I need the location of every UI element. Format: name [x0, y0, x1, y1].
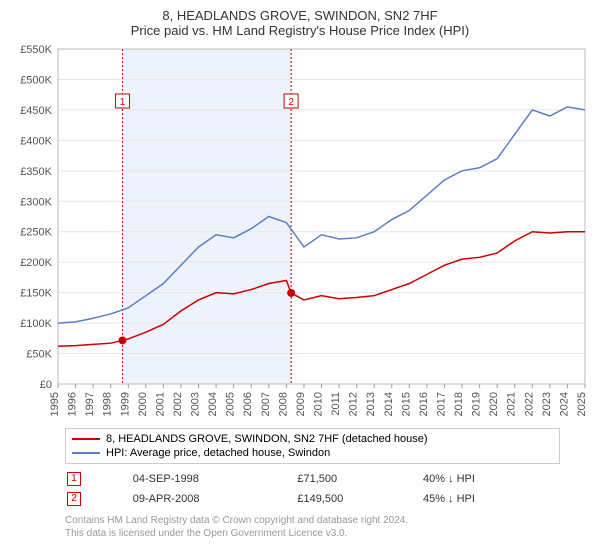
svg-text:£100K: £100K	[20, 318, 52, 330]
svg-text:2020: 2020	[488, 392, 500, 416]
svg-text:2003: 2003	[190, 392, 202, 416]
svg-text:2025: 2025	[576, 392, 588, 416]
title-address: 8, HEADLANDS GROVE, SWINDON, SN2 7HF	[10, 8, 590, 23]
marker-badge: 1	[67, 472, 81, 486]
svg-text:£550K: £550K	[20, 44, 52, 56]
svg-text:1998: 1998	[102, 392, 114, 416]
svg-text:2016: 2016	[418, 392, 430, 416]
marker-price: £149,500	[297, 490, 421, 508]
footnote-line1: Contains HM Land Registry data © Crown c…	[65, 514, 560, 527]
svg-text:1997: 1997	[84, 392, 96, 416]
sale-markers-table: 1 04-SEP-1998£71,50040% ↓ HPI 2 09-APR-2008…	[65, 468, 560, 510]
marker-badge: 2	[67, 492, 81, 506]
marker-price: £71,500	[297, 470, 421, 488]
marker-date: 09-APR-2008	[133, 490, 296, 508]
legend-row: HPI: Average price, detached house, Swin…	[72, 446, 553, 460]
legend-swatch	[72, 438, 100, 440]
svg-text:2004: 2004	[207, 392, 219, 416]
svg-text:2011: 2011	[330, 392, 342, 416]
svg-text:£500K: £500K	[20, 74, 52, 86]
marker-delta: 45% ↓ HPI	[423, 490, 558, 508]
legend-label: 8, HEADLANDS GROVE, SWINDON, SN2 7HF (de…	[106, 433, 428, 445]
svg-text:2013: 2013	[365, 392, 377, 416]
footnote-line2: This data is licensed under the Open Gov…	[65, 527, 560, 540]
svg-text:2010: 2010	[313, 392, 325, 416]
svg-text:2014: 2014	[383, 392, 395, 416]
title-subtitle: Price paid vs. HM Land Registry's House …	[10, 23, 590, 38]
svg-text:1995: 1995	[49, 392, 61, 416]
svg-text:£0: £0	[40, 379, 52, 391]
svg-text:2000: 2000	[137, 392, 149, 416]
svg-text:1996: 1996	[67, 392, 79, 416]
legend-row: 8, HEADLANDS GROVE, SWINDON, SN2 7HF (de…	[72, 432, 553, 446]
footnote: Contains HM Land Registry data © Crown c…	[65, 514, 560, 540]
svg-text:2023: 2023	[541, 392, 553, 416]
svg-text:2005: 2005	[225, 392, 237, 416]
svg-text:2024: 2024	[558, 392, 570, 416]
svg-text:2009: 2009	[295, 392, 307, 416]
marker-date: 04-SEP-1998	[133, 470, 296, 488]
svg-text:2006: 2006	[242, 392, 254, 416]
svg-text:£50K: £50K	[26, 349, 52, 361]
price-chart: £0 £50K £100K £150K £200K £250K £300K £350K £400…	[10, 44, 590, 424]
svg-text:£150K: £150K	[20, 288, 52, 300]
marker-delta: 40% ↓ HPI	[423, 470, 558, 488]
svg-text:2012: 2012	[348, 392, 360, 416]
svg-text:2001: 2001	[154, 392, 166, 416]
svg-text:2002: 2002	[172, 392, 184, 416]
marker-row: 2 09-APR-2008£149,50045% ↓ HPI	[67, 490, 558, 508]
svg-text:2007: 2007	[260, 392, 272, 416]
marker-row: 1 04-SEP-1998£71,50040% ↓ HPI	[67, 470, 558, 488]
svg-text:2018: 2018	[453, 392, 465, 416]
svg-text:£200K: £200K	[20, 257, 52, 269]
svg-text:1: 1	[120, 97, 126, 108]
svg-text:£350K: £350K	[20, 166, 52, 178]
svg-text:£400K: £400K	[20, 135, 52, 147]
svg-text:£250K: £250K	[20, 227, 52, 239]
svg-text:£450K: £450K	[20, 105, 52, 117]
legend: 8, HEADLANDS GROVE, SWINDON, SN2 7HF (de…	[65, 428, 560, 464]
svg-text:2017: 2017	[435, 392, 447, 416]
svg-text:2: 2	[288, 97, 294, 108]
legend-label: HPI: Average price, detached house, Swin…	[106, 447, 330, 459]
svg-text:2015: 2015	[400, 392, 412, 416]
svg-text:£300K: £300K	[20, 196, 52, 208]
svg-text:1999: 1999	[119, 392, 131, 416]
svg-text:2022: 2022	[523, 392, 535, 416]
svg-text:2021: 2021	[506, 392, 518, 416]
svg-text:2008: 2008	[277, 392, 289, 416]
legend-swatch	[72, 452, 100, 454]
svg-text:2019: 2019	[471, 392, 483, 416]
